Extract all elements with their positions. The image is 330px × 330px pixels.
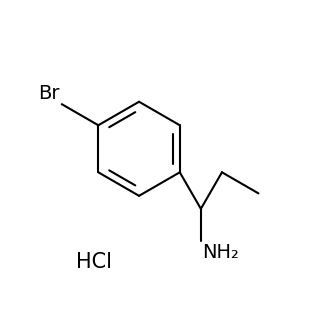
Text: NH₂: NH₂ [203,243,239,262]
Text: Br: Br [38,83,59,103]
Text: HCl: HCl [76,252,112,272]
